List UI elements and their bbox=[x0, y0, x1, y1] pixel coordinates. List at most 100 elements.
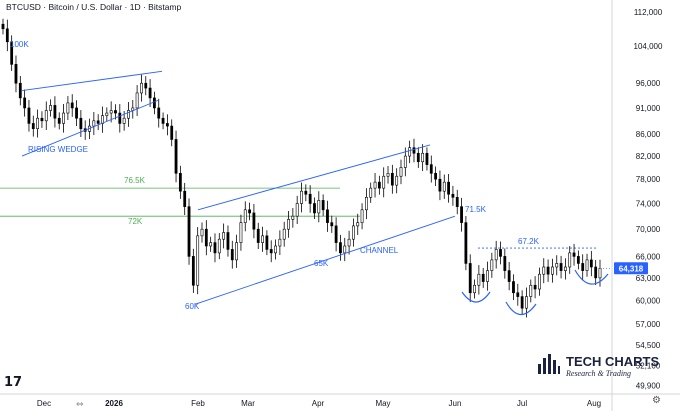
candle-body bbox=[62, 112, 65, 124]
candle-body bbox=[395, 175, 399, 186]
candle-body bbox=[191, 256, 195, 286]
last-price-label: 64,318 bbox=[619, 264, 644, 273]
candle-body bbox=[248, 209, 251, 214]
brand-name: TECH CHARTS bbox=[566, 354, 660, 369]
candle-body bbox=[386, 172, 390, 177]
wedge-upper-line bbox=[21, 70, 163, 91]
last-price-badge bbox=[614, 262, 648, 275]
candle-body bbox=[477, 273, 481, 286]
scroll-arrows-icon[interactable]: ⇔ bbox=[76, 400, 84, 410]
candle-body bbox=[563, 266, 567, 271]
candle-body bbox=[412, 147, 416, 154]
candle-body bbox=[512, 281, 515, 294]
candle-body bbox=[200, 228, 204, 237]
x-tick-label: Feb bbox=[191, 399, 205, 408]
candle-body bbox=[520, 296, 524, 309]
candle-body bbox=[53, 105, 57, 119]
level-label: 72K bbox=[128, 217, 143, 226]
candle-body bbox=[165, 123, 169, 127]
candle-body bbox=[499, 249, 502, 257]
candle-body bbox=[5, 28, 9, 43]
candle-body bbox=[226, 232, 230, 250]
candle-body bbox=[360, 209, 364, 223]
candle-body bbox=[70, 102, 74, 109]
candle-body bbox=[287, 219, 290, 230]
candle-body bbox=[468, 263, 472, 294]
candle-body bbox=[343, 245, 347, 254]
candle-body bbox=[204, 228, 208, 247]
candle-body bbox=[31, 123, 35, 130]
y-tick-label: 91,000 bbox=[636, 104, 661, 113]
candle-body bbox=[222, 232, 226, 240]
candle-body bbox=[598, 268, 602, 279]
candle-body bbox=[334, 225, 338, 243]
y-tick-label: 63,000 bbox=[636, 274, 661, 283]
candle-body bbox=[416, 152, 420, 163]
candle-body bbox=[382, 175, 386, 189]
candle-body bbox=[144, 82, 148, 89]
candle-body bbox=[529, 284, 533, 297]
candle-body bbox=[339, 242, 342, 254]
x-tick-label: 2026 bbox=[105, 399, 123, 408]
candle-body bbox=[542, 266, 546, 275]
candle-body bbox=[308, 193, 312, 204]
candle-body bbox=[44, 110, 48, 122]
y-tick-label: 52,100 bbox=[636, 362, 661, 371]
candle-body bbox=[525, 296, 528, 309]
chart-title: BTCUSD · Bitcoin / U.S. Dollar · 1D · Bi… bbox=[6, 2, 182, 12]
shoulder-arc bbox=[461, 291, 491, 303]
y-tick-label: 49,900 bbox=[636, 382, 661, 391]
candle-body bbox=[75, 107, 78, 119]
candle-body bbox=[408, 147, 412, 157]
candle-body bbox=[503, 256, 507, 271]
y-tick-label: 104,000 bbox=[634, 42, 663, 51]
candle-body bbox=[403, 155, 407, 168]
candle-body bbox=[161, 117, 165, 124]
candle-body bbox=[213, 242, 217, 254]
candle-body bbox=[122, 117, 126, 124]
y-tick-label: 66,000 bbox=[636, 252, 661, 261]
candle-body bbox=[585, 259, 589, 271]
candle-body bbox=[447, 181, 450, 195]
candle-body bbox=[127, 110, 130, 119]
candle-body bbox=[434, 172, 438, 180]
candle-body bbox=[27, 107, 31, 124]
candle-body bbox=[243, 209, 247, 223]
candle-body bbox=[269, 249, 273, 254]
y-tick-label: 60,000 bbox=[636, 296, 661, 305]
candle-body bbox=[455, 197, 459, 207]
candle-body bbox=[347, 238, 351, 247]
candle-body bbox=[373, 181, 377, 189]
candle-body bbox=[57, 117, 61, 124]
candle-body bbox=[494, 249, 498, 261]
x-tick-label: Dec bbox=[37, 399, 51, 408]
candle-body bbox=[282, 228, 286, 240]
candle-body bbox=[157, 107, 161, 119]
wedge-lower-line bbox=[21, 99, 159, 157]
candle-body bbox=[321, 200, 325, 211]
candle-body bbox=[40, 117, 44, 122]
candle-body bbox=[551, 266, 554, 275]
candle-body bbox=[235, 242, 239, 261]
bar-chart-icon bbox=[538, 354, 560, 374]
candle-body bbox=[326, 209, 329, 223]
candle-body bbox=[300, 190, 303, 204]
candle-body bbox=[118, 112, 122, 124]
gear-icon[interactable]: ⚙ bbox=[652, 395, 661, 406]
candle-body bbox=[555, 263, 559, 268]
candle-body bbox=[559, 263, 563, 271]
channel-lower-line bbox=[194, 215, 456, 305]
candle-body bbox=[36, 117, 40, 130]
y-tick-label: 86,000 bbox=[636, 130, 661, 139]
candle-body bbox=[10, 41, 14, 65]
level-label: 67.2K bbox=[518, 237, 540, 246]
pattern-label: CHANNEL bbox=[360, 246, 399, 255]
annotation-label: 100K bbox=[10, 40, 29, 49]
candle-body bbox=[291, 215, 295, 220]
y-tick-label: 74,000 bbox=[636, 200, 661, 209]
candle-body bbox=[274, 245, 277, 254]
tradingview-logo-icon[interactable]: 17 bbox=[4, 375, 23, 390]
candle-body bbox=[486, 270, 489, 282]
shoulder-arc bbox=[505, 301, 537, 316]
